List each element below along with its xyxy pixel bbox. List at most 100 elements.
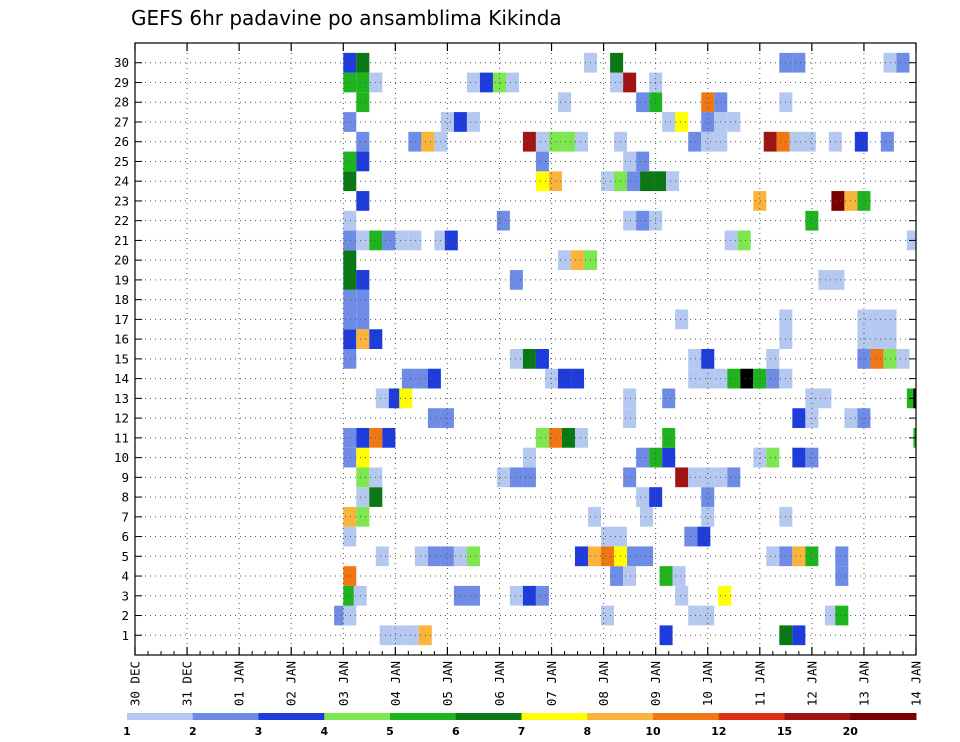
heatmap-cell xyxy=(805,210,819,231)
heatmap-cell xyxy=(509,467,523,488)
heatmap-cell xyxy=(427,368,441,389)
plot-grid xyxy=(135,43,916,655)
heatmap-cell xyxy=(740,368,754,389)
colorbar-label: 3 xyxy=(255,725,263,738)
heatmap-cell xyxy=(766,368,780,389)
heatmap-cell xyxy=(601,526,615,547)
heatmap-cell xyxy=(659,566,673,586)
colorbar-label: 20 xyxy=(843,725,859,738)
heatmap-cell xyxy=(792,625,806,646)
heatmap-cell xyxy=(408,131,422,152)
y-tick-label: 29 xyxy=(114,75,129,90)
heatmap-cell xyxy=(701,92,715,113)
heatmap-cell xyxy=(343,526,357,547)
x-tick-label: 11 JAN xyxy=(752,661,767,706)
heatmap-cell xyxy=(356,151,370,172)
heatmap-cell xyxy=(883,349,897,369)
heatmap-cell xyxy=(401,368,415,389)
colorbar-swatch xyxy=(653,713,720,720)
heatmap-cell xyxy=(792,447,806,468)
heatmap-cell xyxy=(766,447,780,468)
heatmap-cell xyxy=(672,566,686,586)
heatmap-cell xyxy=(688,349,702,369)
heatmap-cell xyxy=(857,329,871,349)
heatmap-cell xyxy=(440,112,454,132)
heatmap-cell xyxy=(356,506,370,527)
heatmap-cell xyxy=(408,230,422,251)
heatmap-cell xyxy=(343,447,357,468)
y-tick-label: 13 xyxy=(114,391,129,406)
heatmap-cell xyxy=(522,131,536,152)
x-tick-label: 10 JAN xyxy=(700,661,715,706)
y-tick-label: 4 xyxy=(121,569,129,584)
heatmap-cell xyxy=(653,171,667,192)
y-tick-label: 5 xyxy=(121,549,129,564)
heatmap-cell xyxy=(835,566,849,586)
heatmap-cell xyxy=(623,408,637,428)
heatmap-cell xyxy=(343,329,357,349)
colorbar-swatch xyxy=(192,713,259,720)
heatmap-cell xyxy=(535,349,549,369)
heatmap-cell xyxy=(627,546,641,567)
colorbar-label: 1 xyxy=(123,725,131,738)
heatmap-cell xyxy=(356,72,370,93)
y-tick-label: 28 xyxy=(114,95,129,110)
heatmap-cell xyxy=(805,447,819,468)
y-tick-label: 21 xyxy=(114,233,129,248)
heatmap-cell xyxy=(479,72,493,93)
heatmap-cell xyxy=(535,427,549,448)
heatmap-cell xyxy=(356,467,370,488)
heatmap-cell xyxy=(509,585,523,606)
heatmap-cell xyxy=(701,506,715,527)
heatmap-cell xyxy=(343,605,357,626)
heatmap-cell xyxy=(724,230,738,251)
heatmap-cell xyxy=(701,131,715,152)
y-axis-ticks: 1234567891011121314151617181920212223242… xyxy=(114,55,916,643)
heatmap-cell xyxy=(574,131,588,152)
colorbar-label: 2 xyxy=(189,725,197,738)
heatmap-cell xyxy=(727,112,741,132)
heatmap-cell xyxy=(522,585,536,606)
colorbar-swatch xyxy=(850,713,917,720)
heatmap-cell xyxy=(343,289,357,310)
heatmap-cell xyxy=(356,131,370,152)
colorbar-swatch xyxy=(258,713,325,720)
x-tick-label: 13 JAN xyxy=(856,661,871,706)
heatmap-cell xyxy=(880,131,894,152)
heatmap-cell xyxy=(356,447,370,468)
heatmap-cell xyxy=(753,447,767,468)
heatmap-cell xyxy=(414,546,428,567)
heatmap-cell xyxy=(356,329,370,349)
x-tick-label: 06 JAN xyxy=(492,661,507,706)
heatmap-cell xyxy=(535,151,549,172)
heatmap-cell xyxy=(818,270,832,290)
y-tick-label: 11 xyxy=(114,430,129,445)
heatmap-cell xyxy=(587,546,601,567)
heatmap-cell xyxy=(896,52,910,73)
heatmap-cell xyxy=(870,329,884,349)
x-axis-ticks: 30 DEC 31 DEC 01 JAN 02 JAN 03 JAN 04 JAN 05 J… xyxy=(128,43,924,706)
colorbar-swatch xyxy=(455,713,522,720)
heatmap-cell xyxy=(343,210,357,231)
heatmap-cell xyxy=(496,210,510,231)
heatmap-cell xyxy=(662,112,676,132)
heatmap-cell xyxy=(718,585,732,606)
y-tick-label: 15 xyxy=(114,351,129,366)
heatmap-cell xyxy=(522,447,536,468)
y-tick-label: 14 xyxy=(114,371,129,386)
heatmap-cell xyxy=(883,329,897,349)
colorbar: 1 2 3 4 5 6 7 8 10 12 15 20 xyxy=(123,713,917,738)
heatmap-cell xyxy=(392,625,406,646)
heatmap-cell xyxy=(662,388,676,409)
heatmap-cell xyxy=(623,566,637,586)
heatmap-cell xyxy=(375,546,389,567)
heatmap-cell xyxy=(405,625,419,646)
heatmap-cell xyxy=(623,151,637,172)
heatmap-cell xyxy=(818,388,832,409)
heatmap-cell xyxy=(522,349,536,369)
colorbar-label: 10 xyxy=(645,725,661,738)
colorbar-label: 8 xyxy=(583,725,591,738)
x-tick-label: 03 JAN xyxy=(336,661,351,706)
heatmap-cell xyxy=(496,467,510,488)
